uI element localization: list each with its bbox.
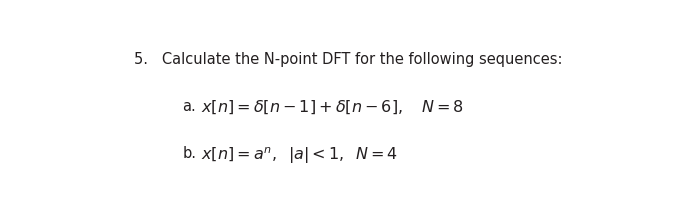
Text: a.: a. <box>183 99 196 114</box>
Text: $x[n] = a^n, \;\; |a| < 1, \;\; N=4$: $x[n] = a^n, \;\; |a| < 1, \;\; N=4$ <box>202 146 398 166</box>
Text: 5.   Calculate the N-point DFT for the following sequences:: 5. Calculate the N-point DFT for the fol… <box>134 52 562 67</box>
Text: $x[n] = \delta[n-1] + \delta[n-6], \quad N=8$: $x[n] = \delta[n-1] + \delta[n-6], \quad… <box>202 99 464 116</box>
Text: b.: b. <box>183 146 197 161</box>
